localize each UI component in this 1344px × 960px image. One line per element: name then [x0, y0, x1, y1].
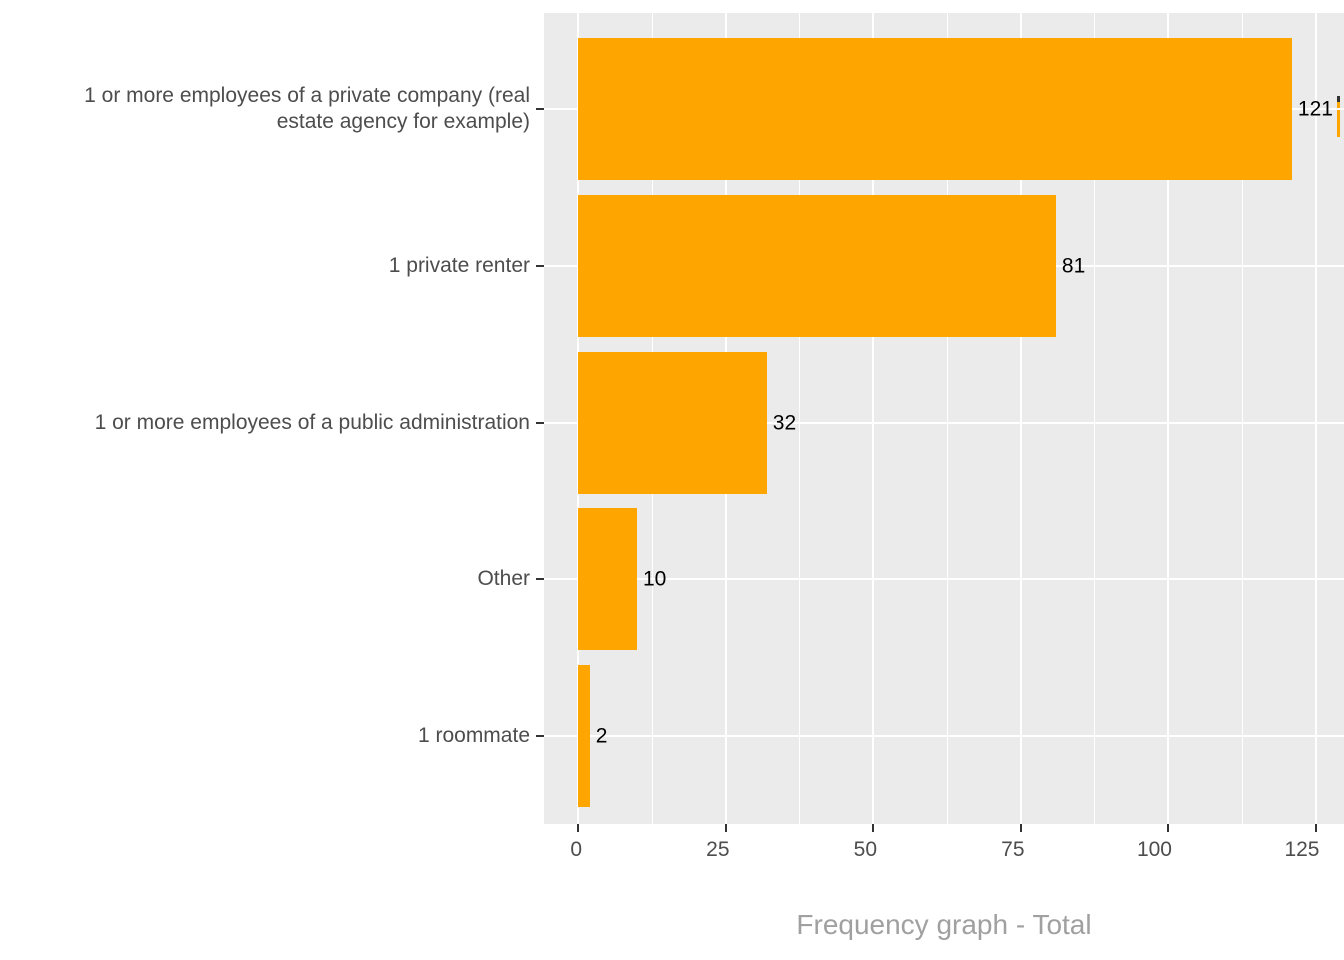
- major-gridline-x: [1167, 13, 1169, 824]
- bar: [578, 351, 767, 494]
- x-tick-mark: [1314, 824, 1317, 832]
- x-tick-mark: [1019, 824, 1022, 832]
- major-gridline-x: [1314, 13, 1317, 824]
- value-label: 81: [1061, 254, 1086, 278]
- plot-panel: 121 81 32 10 2: [544, 13, 1344, 824]
- y-tick-mark: [536, 264, 544, 267]
- category-label: 1 roommate: [417, 724, 530, 747]
- minor-gridline-x: [1241, 13, 1243, 824]
- category-gridline-y: [544, 421, 1344, 424]
- minor-gridline-x: [799, 13, 801, 824]
- category-label: 1 private renter: [388, 253, 530, 277]
- y-tick-mark: [536, 108, 544, 110]
- category-gridline-y: [544, 578, 1344, 581]
- major-gridline-x: [1019, 13, 1022, 824]
- value-label: 10: [643, 567, 667, 591]
- bar: [578, 38, 1292, 180]
- category-gridline-y: [544, 735, 1344, 737]
- value-label: 121: [1297, 97, 1333, 121]
- x-tick-label: 0: [570, 838, 582, 861]
- y-tick-mark: [536, 578, 544, 581]
- value-label: 2: [595, 724, 608, 748]
- x-tick-mark: [724, 824, 727, 832]
- x-axis-title: Frequency graph - Total: [796, 909, 1092, 940]
- bar: [578, 508, 637, 651]
- category-label: 1 or more employees of a private company…: [84, 84, 530, 133]
- x-tick-label: 125: [1284, 838, 1320, 861]
- value-label: 32: [772, 411, 797, 434]
- x-tick-mark: [1167, 824, 1169, 832]
- clipped-orange-mark-cap: [1337, 96, 1340, 102]
- x-tick-mark: [577, 824, 579, 832]
- category-label: Other: [477, 567, 530, 591]
- y-tick-mark: [536, 421, 544, 424]
- x-tick-label: 50: [853, 838, 877, 861]
- x-tick-mark: [872, 824, 874, 832]
- minor-gridline-x: [946, 13, 948, 824]
- y-tick-mark: [536, 735, 544, 737]
- x-tick-label: 25: [706, 838, 730, 861]
- x-tick-label: 100: [1136, 838, 1172, 861]
- bar: [578, 665, 590, 807]
- minor-gridline-x: [1094, 13, 1096, 824]
- x-tick-label: 75: [1001, 838, 1025, 861]
- bar: [578, 194, 1056, 337]
- clipped-orange-mark: [1337, 102, 1340, 137]
- category-label: 1 or more employees of a public administ…: [94, 410, 530, 434]
- major-gridline-x: [872, 13, 874, 824]
